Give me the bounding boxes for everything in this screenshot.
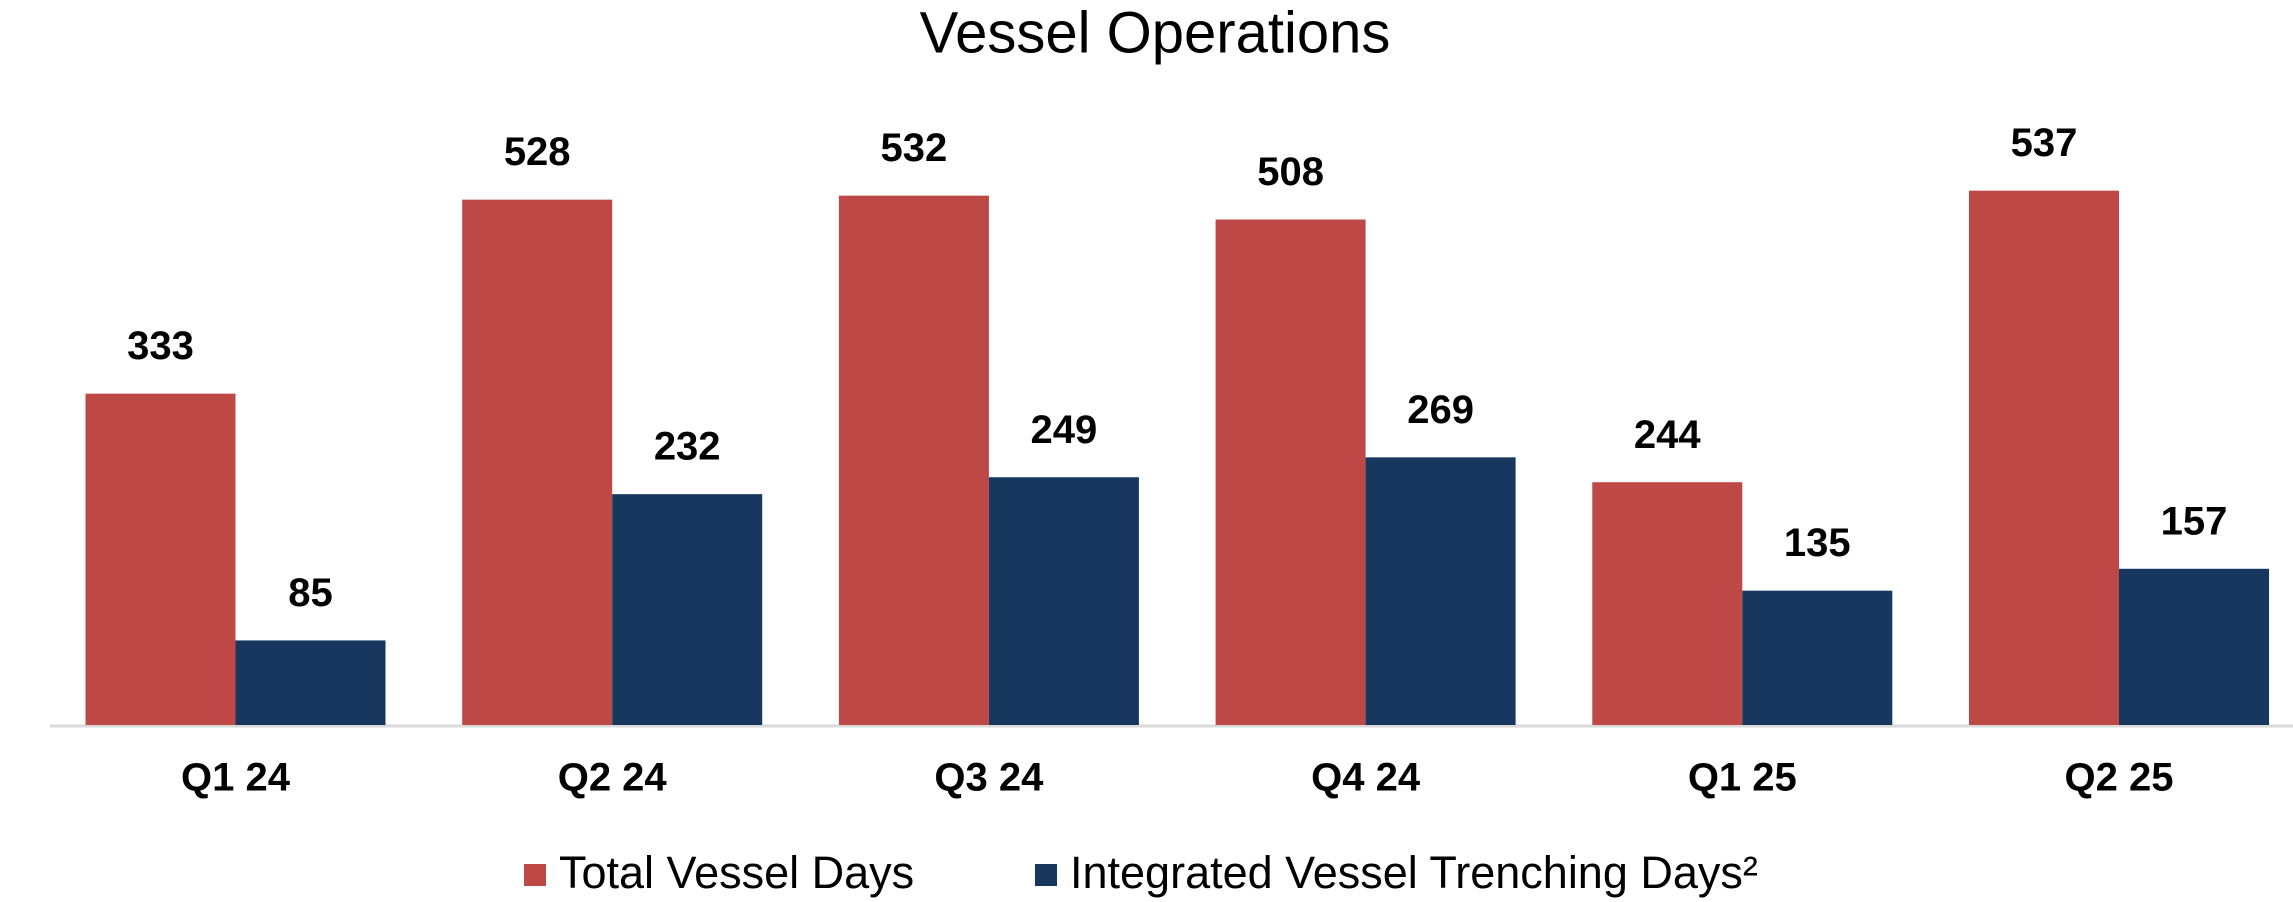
bar [988, 477, 1139, 725]
data-label: 249 [1031, 408, 1098, 452]
data-label: 269 [1407, 388, 1474, 432]
bar [235, 640, 386, 725]
bar [838, 195, 989, 725]
x-tick-label: Q2 25 [2065, 756, 2174, 800]
bar [1592, 482, 1743, 725]
x-tick-label: Q1 24 [181, 756, 291, 800]
data-label: 157 [2161, 499, 2228, 543]
data-label: 135 [1784, 521, 1851, 565]
bar [612, 494, 763, 725]
chart-title: Vessel Operations [920, 0, 1391, 65]
data-label: 333 [127, 324, 194, 368]
legend-swatch [524, 864, 546, 886]
x-tick-label: Q3 24 [934, 756, 1044, 800]
data-label: 528 [504, 130, 571, 174]
x-tick-label: Q1 25 [1688, 756, 1797, 800]
data-label: 508 [1257, 150, 1324, 194]
bar [1215, 219, 1366, 726]
data-label: 537 [2011, 121, 2078, 165]
data-label: 232 [654, 425, 721, 469]
bar [85, 393, 236, 725]
legend-label: Total Vessel Days [559, 847, 914, 898]
data-label: 532 [881, 126, 948, 170]
data-label: 85 [288, 571, 333, 615]
data-label: 244 [1634, 413, 1701, 457]
bar [462, 199, 613, 725]
bar [1969, 190, 2119, 725]
legend-swatch [1035, 864, 1057, 886]
bar [1742, 590, 1893, 725]
x-tick-label: Q2 24 [558, 756, 668, 800]
x-tick-label: Q4 24 [1311, 756, 1421, 800]
bar [1365, 457, 1516, 725]
legend-label: Integrated Vessel Trenching Days² [1070, 847, 1758, 898]
bar [2119, 568, 2269, 725]
